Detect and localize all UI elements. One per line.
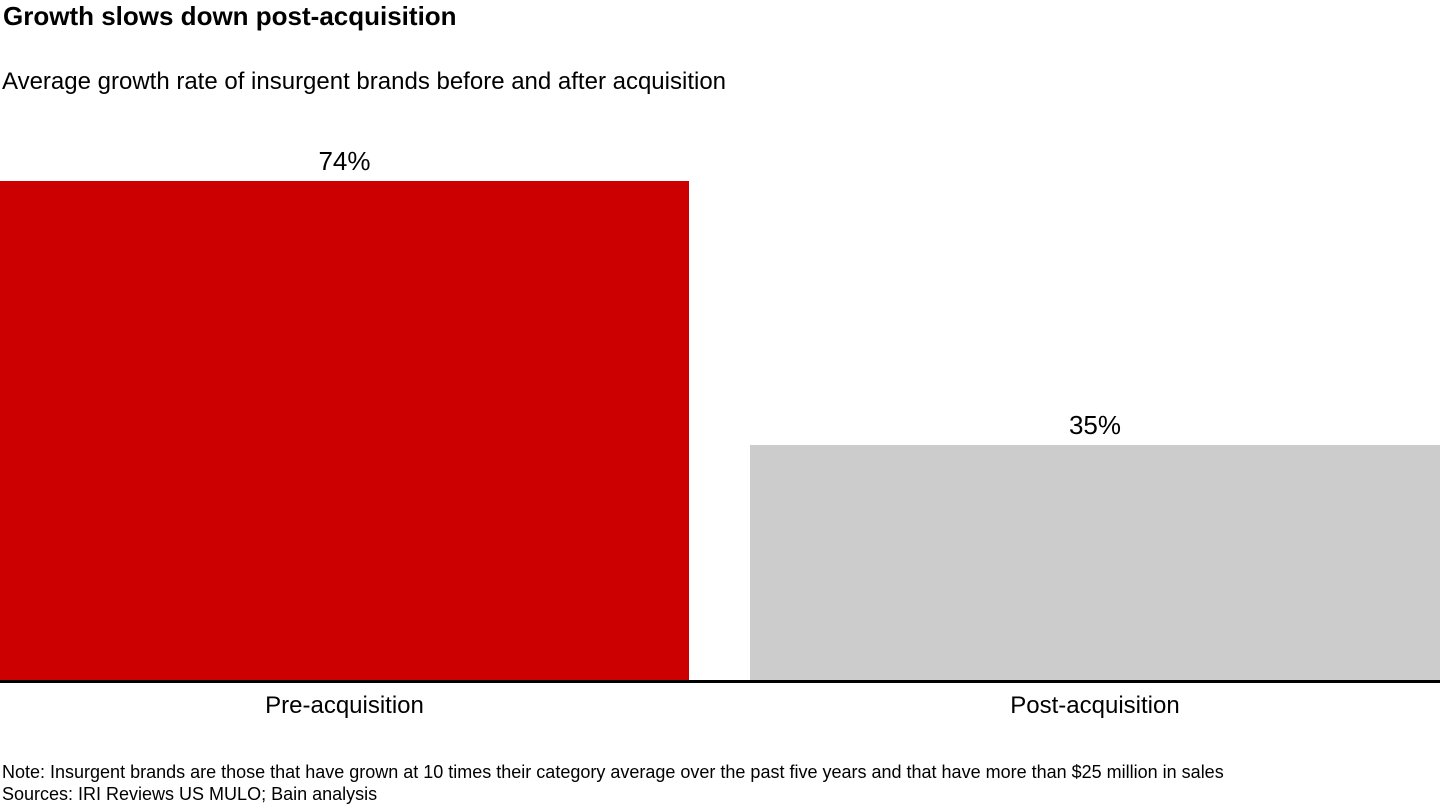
x-axis-line xyxy=(0,680,1440,683)
sources-line: Sources: IRI Reviews US MULO; Bain analy… xyxy=(2,784,378,804)
note-line: Note: Insurgent brands are those that ha… xyxy=(2,762,1224,782)
value-label-post-acquisition: 35% xyxy=(1068,410,1122,440)
category-label-pre-acquisition: Pre-acquisition xyxy=(265,692,424,719)
value-label-pre-acquisition: 74% xyxy=(318,146,371,176)
chart-title: Growth slows down post-acquisition xyxy=(3,1,457,31)
bar-pre-acquisition xyxy=(0,181,689,681)
bar-post-acquisition xyxy=(750,445,1440,681)
footnotes: Note: Insurgent brands are those that ha… xyxy=(2,761,1224,805)
chart-subtitle: Average growth rate of insurgent brands … xyxy=(2,68,727,95)
category-label-post-acquisition: Post-acquisition xyxy=(1010,692,1180,719)
